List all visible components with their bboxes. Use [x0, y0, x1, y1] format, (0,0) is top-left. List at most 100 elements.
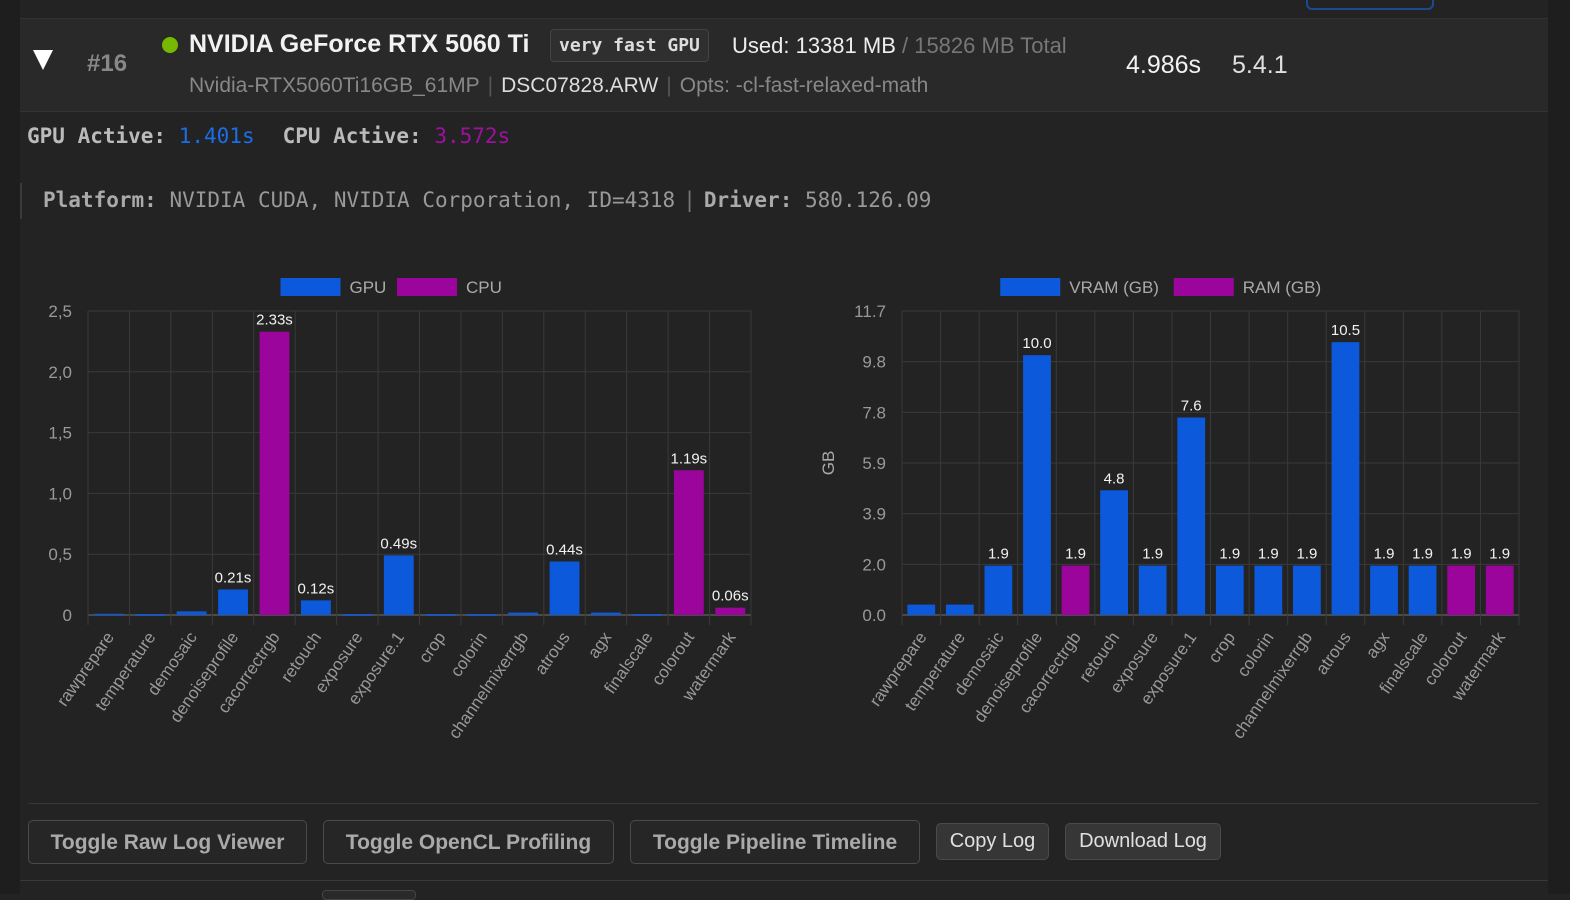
time-chart: 00,51,01,52,02,5rawpreparetemperaturedem…: [48, 278, 752, 742]
legend-swatch: [1173, 278, 1234, 296]
bar-channelmixerrgb: [1293, 565, 1321, 615]
compiler-options: Opts: -cl-fast-relaxed-math: [679, 74, 929, 97]
next-row-tab[interactable]: [322, 890, 416, 900]
x-tick-label: crop: [415, 628, 450, 666]
x-tick-label: agx: [584, 628, 616, 662]
y-tick-label: 0,5: [48, 545, 72, 564]
page-gutter-left: [0, 0, 20, 894]
bar-exposure: [1138, 565, 1167, 615]
result-row-header[interactable]: [20, 18, 1548, 112]
legend-swatch: [397, 278, 457, 296]
y-tick-label: 3.9: [862, 505, 886, 524]
bar-value-label: 1.9: [1065, 546, 1086, 563]
gpu-active-label: GPU Active:: [27, 124, 167, 148]
speed-badge: very fast GPU: [550, 29, 709, 62]
y-tick-label: 9.8: [862, 353, 886, 372]
separator: |: [666, 74, 672, 97]
bar-colorin: [1254, 565, 1283, 615]
x-tick-label: atrous: [1312, 628, 1355, 678]
memory-usage: Used: 13381 MB / 15826 MB Total: [732, 33, 1067, 59]
bar-value-label: 10.5: [1331, 322, 1360, 339]
bar-agx: [1370, 565, 1398, 615]
copy-log-button[interactable]: Copy Log: [936, 823, 1049, 860]
bar-value-label: 0.49s: [380, 535, 417, 552]
file-name: DSC07828.ARW: [501, 74, 659, 97]
bar-value-label: 10.0: [1022, 335, 1051, 352]
bar-channelmixerrgb: [508, 612, 539, 615]
toggle-pipeline-timeline-button[interactable]: Toggle Pipeline Timeline: [630, 820, 920, 864]
bar-value-label: 1.9: [988, 546, 1009, 563]
bar-value-label: 4.8: [1104, 470, 1125, 487]
separator: |: [487, 74, 494, 97]
bar-value-label: 1.9: [1451, 546, 1472, 563]
divider: [28, 803, 1538, 804]
gpu-name: NVIDIA GeForce RTX 5060 Ti: [189, 30, 530, 58]
bar-demosaic: [176, 611, 207, 615]
bar-colorin: [466, 614, 497, 616]
y-tick-label: 2,0: [48, 363, 72, 382]
gpu-active-value: 1.401s: [178, 124, 255, 148]
bar-cacorrectrgb: [1061, 565, 1090, 615]
legend-label: CPU: [466, 278, 502, 297]
bar-demosaic: [984, 565, 1013, 615]
y-tick-label: 2,5: [48, 302, 72, 321]
x-tick-label: crop: [1205, 628, 1240, 666]
y-tick-label: 2.0: [862, 555, 886, 574]
legend-swatch: [280, 278, 341, 296]
bar-value-label: 1.9: [1219, 546, 1240, 563]
y-tick-label: 7.8: [862, 403, 886, 422]
bar-exposure: [342, 614, 373, 616]
y-axis-label: GB: [819, 451, 838, 476]
separator: |: [683, 188, 696, 212]
x-tick-label: channelmixerrgb: [445, 628, 533, 742]
bar-retouch: [1100, 490, 1128, 615]
bar-value-label: 0.21s: [215, 569, 252, 586]
x-tick-label: agx: [1362, 628, 1394, 662]
bar-value-label: 1.9: [1374, 546, 1395, 563]
bar-retouch: [300, 600, 331, 615]
driver-value: 580.126.09: [805, 188, 932, 212]
version: 5.4.1: [1232, 51, 1288, 79]
platform-label: Platform:: [43, 188, 157, 212]
x-tick-label: atrous: [531, 628, 574, 678]
bar-crop: [425, 614, 456, 616]
bar-finalscale: [1408, 565, 1437, 615]
bar-value-label: 1.9: [1258, 546, 1279, 563]
bar-exposure.1: [383, 555, 414, 615]
bar-value-label: 0.44s: [546, 541, 583, 558]
total-time: 4.986s: [1126, 51, 1202, 79]
download-log-button[interactable]: Download Log: [1065, 823, 1221, 860]
y-tick-label: 0.0: [862, 606, 886, 625]
memory-total: / 15826 MB Total: [895, 33, 1067, 58]
bar-value-label: 1.9: [1489, 546, 1510, 563]
bar-value-label: 1.19s: [670, 450, 707, 467]
bar-agx: [591, 612, 621, 615]
bar-crop: [1215, 565, 1244, 615]
y-tick-label: 1,0: [48, 484, 72, 503]
memory-used: Used: 13381 MB: [732, 33, 896, 58]
bar-atrous: [549, 561, 580, 615]
platform-value: NVIDIA CUDA, NVIDIA Corporation, ID=4318: [169, 188, 676, 212]
toggle-opencl-profiling-button[interactable]: Toggle OpenCL Profiling: [323, 820, 614, 864]
toggle-raw-log-button[interactable]: Toggle Raw Log Viewer: [28, 820, 307, 864]
previous-row-button[interactable]: [1306, 0, 1434, 10]
legend-swatch: [1000, 278, 1061, 296]
bar-colorout: [673, 470, 704, 615]
profile-name: Nvidia-RTX5060Ti16GB_61MP: [189, 74, 480, 97]
status-dot-icon: [162, 37, 178, 53]
driver-label: Driver:: [703, 188, 793, 212]
bar-atrous: [1331, 342, 1360, 615]
divider: [20, 880, 1548, 881]
legend-label: GPU: [350, 278, 387, 297]
collapse-triangle-icon[interactable]: [33, 50, 53, 70]
bar-value-label: 2.33s: [256, 312, 293, 329]
bar-temperature: [135, 614, 166, 616]
bar-temperature: [945, 604, 974, 615]
row-index: #16: [87, 50, 128, 77]
memory-chart: 0.02.03.95.97.89.811.7rawpreparetemperat…: [819, 278, 1520, 742]
bar-exposure.1: [1177, 417, 1206, 615]
bar-value-label: 0.06s: [712, 588, 749, 605]
y-tick-label: 0: [63, 606, 72, 625]
platform-info: Platform: NVIDIA CUDA, NVIDIA Corporatio…: [43, 188, 931, 212]
bar-watermark: [1485, 565, 1514, 615]
